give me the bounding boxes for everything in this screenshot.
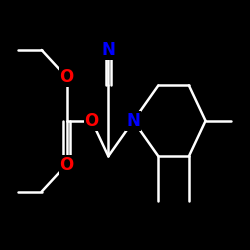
- Text: O: O: [84, 112, 99, 130]
- Text: O: O: [60, 156, 74, 174]
- Text: O: O: [60, 68, 74, 86]
- Text: N: N: [102, 41, 115, 59]
- Text: N: N: [126, 112, 140, 130]
